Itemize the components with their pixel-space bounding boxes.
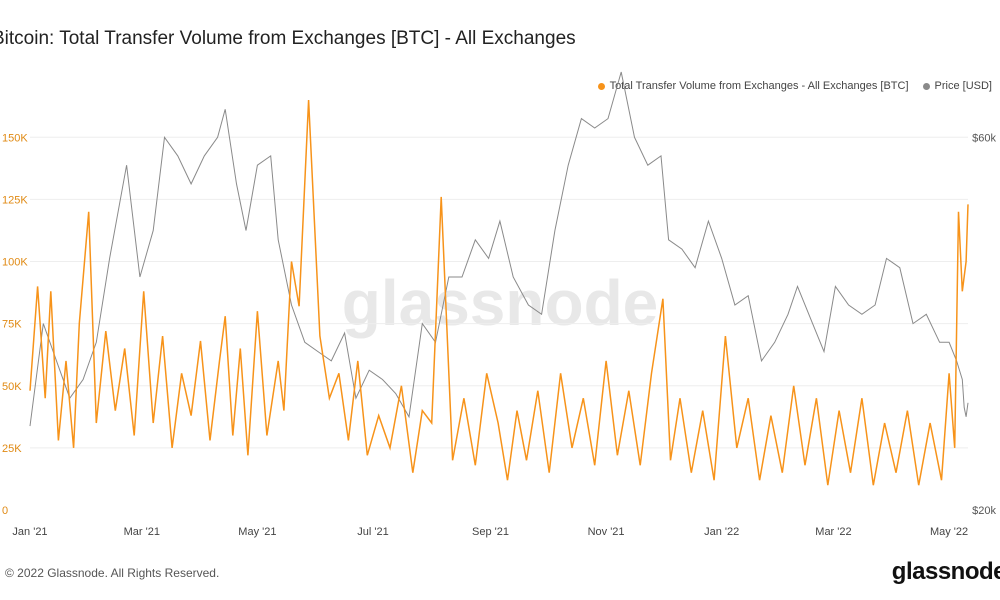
y-right-axis: $20k $60k [972,132,996,517]
grid-lines [30,136,968,449]
series-line-volume [29,99,969,486]
x-tick-label: Nov '21 [588,526,625,538]
x-axis: Jan '21 Mar '21 May '21 Jul '21 Sep '21 Nov '… [12,526,968,538]
y-left-tick-label: 0 [2,505,8,517]
y-left-tick-label: 125K [2,194,28,206]
legend-item-volume[interactable]: Total Transfer Volume from Exchanges - A… [597,80,909,92]
x-tick-label: Jan '21 [12,526,47,538]
legend-label-volume: Total Transfer Volume from Exchanges - A… [609,80,909,92]
x-tick-label: Jan '22 [704,526,739,538]
y-right-tick-label: $20k [972,505,996,517]
x-tick-label: May '21 [238,526,276,538]
chart-legend: Total Transfer Volume from Exchanges - A… [597,80,992,92]
y-left-tick-label: 75K [2,319,22,331]
legend-item-price[interactable]: Price [USD] [922,80,992,92]
watermark: glassnode [342,267,659,339]
x-tick-label: Jul '21 [357,526,388,538]
series-line-price [29,71,969,427]
y-left-tick-label: 25K [2,443,22,455]
x-tick-label: Sep '21 [472,526,509,538]
legend-dot-volume-icon [597,82,605,90]
y-right-tick-label: $60k [972,132,996,144]
x-tick-label: May '22 [930,526,968,538]
glassnode-logo: glassnode [891,558,1000,585]
legend-label-price: Price [USD] [934,80,992,92]
y-left-tick-label: 50K [2,381,22,393]
y-left-axis: 0 25K 50K 75K 100K 125K 150K [2,132,28,517]
y-left-tick-label: 150K [2,132,28,144]
y-left-tick-label: 100K [2,257,28,269]
legend-dot-price-icon [922,82,930,90]
x-tick-label: Mar '22 [815,526,851,538]
x-tick-label: Mar '21 [124,526,160,538]
copyright-footer: © 2022 Glassnode. All Rights Reserved. [5,566,220,580]
chart-title: Bitcoin: Total Transfer Volume from Exch… [0,28,576,49]
